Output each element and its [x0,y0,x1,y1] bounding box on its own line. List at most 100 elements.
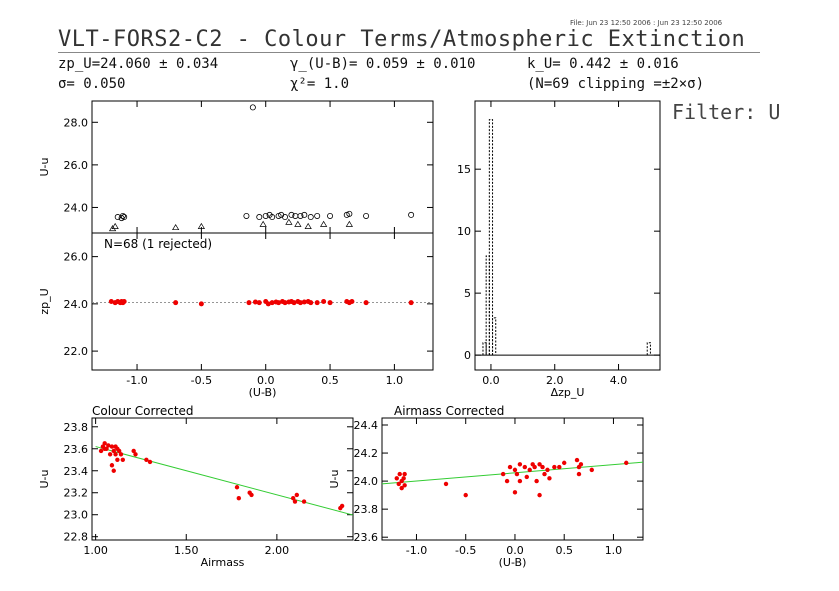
airmass-data-point [532,464,537,470]
colour-data-point [301,499,307,504]
colour-data-point [131,448,136,454]
raw-triangle-point [345,220,353,227]
raw-circle-point [288,211,295,218]
raw-circle-point [243,212,250,219]
colour-data-point [107,452,113,457]
stat-zero-point: zp_U=24.060 ± 0.034 [58,56,219,72]
raw-circle-point [269,214,276,221]
airmass-data-point [534,478,539,484]
hist-ytick-label: 5 [464,287,471,300]
airmass-ytick-label: 23.6 [354,531,379,544]
airmass-data-point [527,467,532,473]
airmass-data-point [399,485,404,491]
file-timestamp: File: Jun 23 12:50 2006 : Jun 23 12:50 2… [570,19,723,27]
raw-circle-point [307,214,314,221]
airmass-xtick-label: 1.0 [605,544,623,557]
colour-data-point [115,457,120,462]
colour-xtick-label: 1.00 [83,544,108,557]
colour-ytick-label: 23.2 [64,487,89,500]
raw-triangle-point [285,218,293,225]
hist-frame [474,100,661,371]
airmass-data-point [397,471,402,477]
colour-ytick-label: 23.0 [64,509,89,522]
title-divider [58,52,760,53]
colour-data-point [292,499,298,504]
zp-ytick-label: 24.0 [64,298,89,311]
airmass-data-point [443,481,449,487]
colour-data-point [120,457,126,462]
zp-data-point [297,300,303,306]
zp-data-point [363,300,369,306]
airmass-xtick-label: 0.0 [506,544,524,557]
colour-data-point [294,492,300,498]
airmass-data-point [524,474,529,480]
airmass-data-point [504,478,510,484]
zp-xtick-label: 0.0 [257,374,275,387]
zp-ytick-label: 26.0 [64,251,89,264]
raw-circle-point [256,214,263,221]
airmass-data-point [589,467,594,473]
colour-x-axis-label: Airmass [201,556,245,569]
hist-xtick-label: 4.0 [610,374,628,387]
colour-frame [91,417,354,541]
airmass-xtick-label: -0.5 [455,544,476,557]
raw-ytick-label: 24.0 [64,201,89,214]
colour-data-point [236,496,242,501]
airmass-frame [381,417,644,541]
zp-xtick-label: 1.0 [386,374,404,387]
hist-x-axis-label: Δzp_U [551,386,585,399]
raw-triangle-point [111,222,119,229]
colour-fit-line [95,446,354,516]
raw-triangle-point [320,220,328,227]
airmass-data-point [512,467,518,473]
colour-data-point [106,443,111,448]
zp-data-point [198,301,204,307]
zp-xtick-label: 0.5 [321,374,339,387]
zp-data-point [108,299,114,304]
airmass-data-point [537,462,542,467]
zp-data-point [121,299,127,304]
airmass-data-point [512,490,518,495]
airmass-data-point [463,492,468,498]
hist-xtick-label: 2.0 [546,374,564,387]
colour-y-axis-label: U-u [38,470,51,489]
raw-circle-point [363,212,370,219]
airmass-data-point [522,464,528,470]
colour-panel-title: Colour Corrected [92,404,194,418]
colour-data-point [111,448,116,454]
colour-data-point [111,468,116,473]
zp-data-point [246,300,252,306]
zp-data-point [282,300,288,306]
zp-frame [91,232,434,371]
raw-circle-point [301,211,308,218]
airmass-data-point [624,460,629,466]
colour-ytick-label: 23.6 [64,443,89,456]
zp-xtick-label: -1.0 [126,374,147,387]
airmass-data-point [542,471,547,477]
colour-ytick-label: 23.8 [64,421,89,434]
airmass-data-point [552,464,557,470]
page-title: VLT-FORS2-C2 - Colour Terms/Atmospheric … [58,27,746,52]
airmass-data-point [402,471,407,477]
airmass-data-point [574,457,580,463]
airmass-panel-title: Airmass Corrected [394,404,504,418]
colour-data-point [102,441,107,446]
airmass-data-point [396,481,401,487]
colour-ytick-label: 23.4 [64,465,89,478]
raw-circle-point [297,212,304,219]
raw-circle-point [346,210,353,217]
raw-triangle-point [304,222,312,229]
colour-data-point [118,452,124,457]
airmass-ytick-label: 24.4 [354,419,379,432]
airmass-x-axis-label: (U-B) [499,556,527,569]
colour-xtick-label: 1.50 [174,544,199,557]
colour-data-point [147,459,153,465]
airmass-data-point [578,462,584,467]
colour-data-point [109,444,115,449]
airmass-data-point [576,471,582,477]
raw-circle-point [262,212,269,219]
airmass-data-point [402,483,407,488]
airmass-data-point [545,467,550,473]
airmass-data-point [547,476,552,481]
raw-ytick-label: 28.0 [64,116,89,129]
